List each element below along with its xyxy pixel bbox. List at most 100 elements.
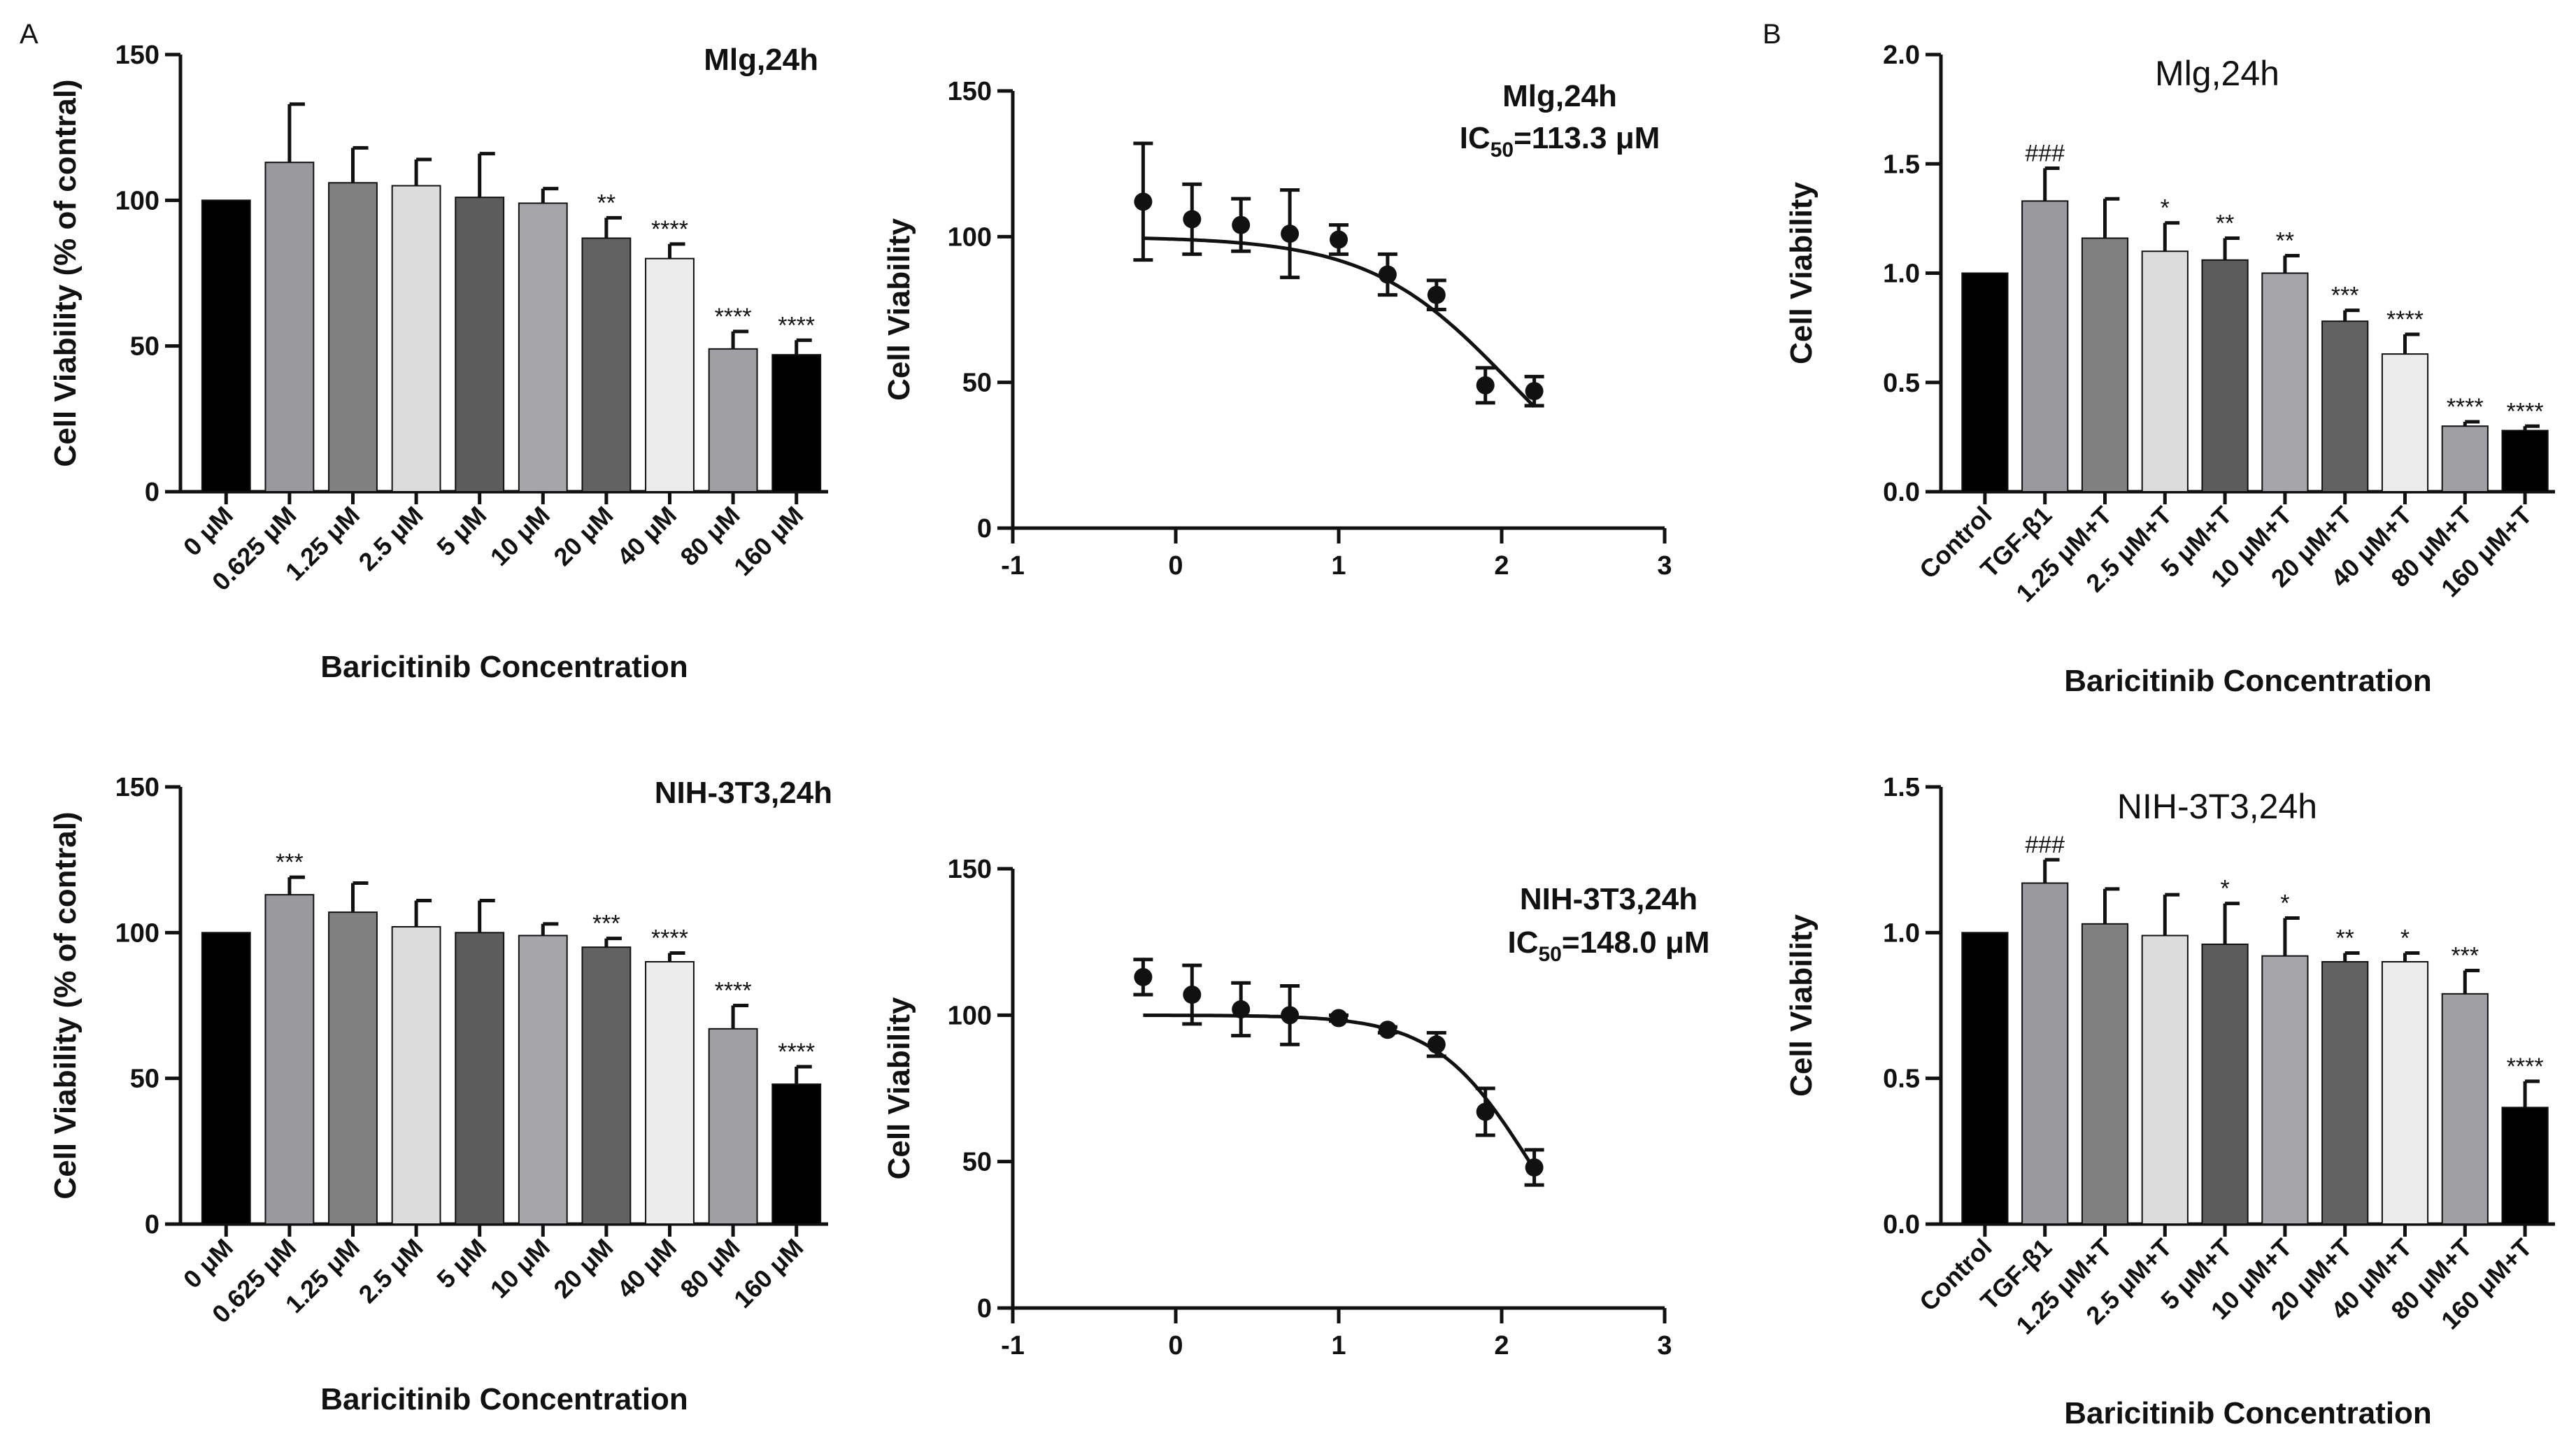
significance-marker: ****	[715, 304, 752, 330]
y-tick-label: 0	[145, 478, 159, 507]
ic50-annotation: IC50=148.0 μM	[1508, 925, 1710, 966]
bar	[645, 961, 695, 1225]
bar	[2441, 425, 2489, 492]
y-tick-label: 150	[948, 77, 992, 106]
y-tick-label: 50	[130, 332, 159, 362]
y-tick-label: 50	[962, 1148, 992, 1177]
bar	[1961, 932, 2009, 1225]
x-tick-label: 2	[1494, 1331, 1509, 1360]
y-tick-label: 100	[115, 918, 159, 948]
bar	[328, 911, 378, 1225]
chart-title: Mlg,24h	[1502, 79, 1617, 113]
significance-marker: ****	[2507, 1053, 2544, 1080]
significance-marker: ****	[651, 925, 688, 952]
significance-marker: *	[2161, 195, 2170, 222]
bar	[518, 202, 568, 492]
y-tick-label: 0	[145, 1210, 159, 1239]
category-label: 10 μM	[485, 501, 555, 571]
y-tick-label: 1.0	[1883, 260, 1920, 289]
ic50-prefix: IC	[1508, 925, 1539, 960]
bar	[771, 354, 822, 492]
bar	[2321, 961, 2369, 1225]
bar-chart-nih3t3-percent: 0 50 100 150 Cell Viability (% of contral) NI…	[48, 773, 832, 1416]
y-tick-label: 2.0	[1883, 41, 1920, 70]
chart-title: NIH-3T3,24h	[1520, 882, 1698, 916]
significance-marker: ****	[651, 216, 688, 243]
data-point	[1378, 265, 1397, 284]
bar	[2021, 200, 2069, 492]
ic50-annotation: IC50=113.3 μM	[1460, 121, 1660, 162]
data-point	[1525, 1158, 1544, 1177]
data-point	[1427, 285, 1446, 304]
y-tick-label: 150	[115, 773, 159, 802]
significance-marker: **	[2216, 211, 2234, 237]
bar	[455, 197, 505, 492]
fit-curve	[1143, 236, 1536, 408]
y-axis-label: Cell Viability	[1784, 914, 1819, 1097]
data-point	[1134, 967, 1153, 986]
panel-label-b: B	[1763, 19, 1781, 50]
bar	[201, 199, 251, 492]
data-point	[1525, 382, 1544, 401]
x-tick-label: 3	[1657, 1331, 1672, 1360]
x-tick-label: -1	[1001, 551, 1025, 581]
y-tick-label: 100	[115, 186, 159, 215]
dose-response-chart-nih3t3: 0 50 100 150 Cell Viability -1 0 1 2 3 NIH-3T3,24h…	[882, 855, 1709, 1360]
significance-marker: ****	[778, 312, 815, 339]
y-tick-label: 50	[962, 369, 992, 398]
bar	[2441, 993, 2489, 1225]
bar	[391, 185, 441, 492]
y-tick-label: 0.5	[1883, 369, 1920, 398]
y-tick-label: 0	[977, 1294, 992, 1323]
chart-title: NIH-3T3,24h	[2117, 787, 2317, 826]
bar	[391, 926, 441, 1225]
category-label: 10 μM	[485, 1233, 555, 1304]
category-label: 160 μM	[728, 1233, 809, 1314]
bar	[2501, 429, 2549, 492]
y-tick-label: 1.5	[1883, 773, 1920, 802]
bar	[708, 1028, 758, 1225]
bar	[2501, 1107, 2549, 1225]
chart-title: NIH-3T3,24h	[655, 776, 832, 810]
significance-marker: ###	[2025, 141, 2065, 167]
significance-marker: ****	[2386, 306, 2424, 333]
bar	[2321, 320, 2369, 492]
y-tick-label: 150	[948, 855, 992, 884]
data-point	[1476, 376, 1495, 395]
x-tick-label: -1	[1001, 1331, 1025, 1360]
x-tick-label: 1	[1331, 1331, 1346, 1360]
category-label: 40 μM	[611, 501, 682, 571]
significance-marker: ****	[778, 1039, 815, 1065]
y-tick-label: 50	[130, 1065, 159, 1094]
significance-marker: ****	[2447, 394, 2484, 420]
category-label: 5 μM	[431, 1233, 492, 1294]
y-axis-label: Cell Viability	[882, 997, 916, 1179]
data-point	[1232, 1000, 1251, 1018]
significance-marker: ****	[715, 978, 752, 1004]
bar	[771, 1083, 822, 1225]
bar-chart-mlg-percent: 0 50 100 150 Cell Viability (% of contral) Ml…	[48, 41, 828, 684]
bar	[581, 946, 632, 1225]
significance-marker: **	[2276, 228, 2294, 255]
bar	[2381, 961, 2429, 1225]
chart-title: Mlg,24h	[704, 43, 818, 77]
bar	[708, 348, 758, 493]
y-tick-label: 100	[948, 1001, 992, 1030]
data-point	[1183, 210, 1202, 229]
y-axis-label: Cell Viability (% of contral)	[48, 811, 83, 1199]
ic50-subscript: 50	[1539, 943, 1562, 966]
x-tick-label: 1	[1331, 551, 1346, 581]
category-label: 2.5 μM	[353, 501, 429, 576]
y-tick-label: 100	[948, 222, 992, 252]
y-tick-label: 150	[115, 41, 159, 70]
significance-marker: **	[597, 190, 615, 216]
data-point	[1134, 192, 1153, 211]
category-label: 20 μM	[548, 1233, 618, 1304]
bar	[2141, 250, 2189, 492]
x-tick-label: 3	[1657, 551, 1672, 581]
category-label: 20 μM	[548, 501, 618, 571]
significance-marker: ***	[276, 849, 304, 876]
bar	[201, 932, 251, 1225]
